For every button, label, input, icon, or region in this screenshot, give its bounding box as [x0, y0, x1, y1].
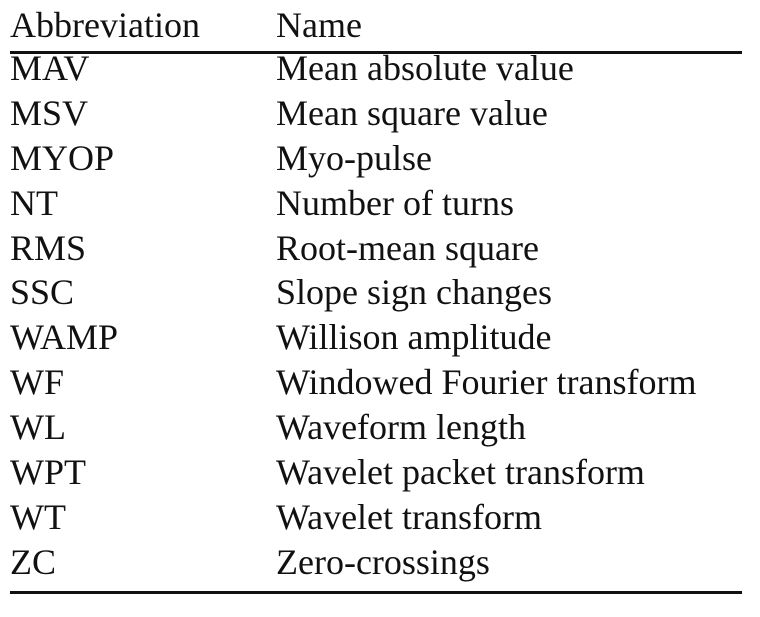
table-header-row: Abbreviation Name: [10, 0, 742, 50]
name-cell: Mean absolute value: [276, 48, 574, 88]
table-row: RMS Root-mean square: [10, 227, 742, 278]
table-row: SSC Slope sign changes: [10, 272, 742, 322]
abbreviation-cell: WT: [10, 496, 66, 537]
abbreviation-cell: WL: [10, 407, 66, 448]
name-cell: Number of turns: [276, 182, 514, 223]
abbreviation-cell: NT: [10, 182, 58, 223]
abbreviation-cell: SSC: [10, 272, 75, 313]
abbreviation-cell: WF: [10, 362, 64, 403]
abbreviation-cell: MSV: [10, 92, 89, 133]
name-cell: Windowed Fourier transform: [276, 362, 697, 403]
table-row: ZC Zero-crossings: [10, 541, 742, 592]
abbreviation-cell: WPT: [10, 452, 86, 493]
table-row: WF Windowed Fourier transform: [10, 362, 742, 412]
abbreviation-cell: MYOP: [10, 137, 115, 178]
header-name: Name: [276, 5, 362, 45]
name-cell: Slope sign changes: [276, 272, 552, 313]
name-cell: Wavelet transform: [276, 496, 542, 537]
table-row: WAMP Willison amplitude: [10, 317, 742, 367]
name-cell: Myo-pulse: [276, 137, 432, 178]
table-row: WPT Wavelet packet transform: [10, 452, 742, 502]
name-cell: Wavelet packet transform: [276, 452, 645, 493]
name-cell: Mean square value: [276, 92, 548, 133]
table-row: WL Waveform length: [10, 407, 742, 457]
header-rule: [10, 51, 742, 54]
table-row: MYOP Myo-pulse: [10, 137, 742, 188]
header-abbreviation: Abbreviation: [10, 5, 200, 45]
abbreviation-cell: RMS: [10, 227, 87, 268]
abbreviation-table: Abbreviation Name: [10, 0, 742, 50]
name-cell: Waveform length: [276, 407, 527, 448]
table-row: WT Wavelet transform: [10, 496, 742, 547]
table-body: MAV Mean absolute value MSV Mean square …: [10, 48, 742, 592]
name-cell: Willison amplitude: [276, 317, 552, 358]
table-row: MSV Mean square value: [10, 92, 742, 143]
name-cell: Root-mean square: [276, 227, 539, 268]
table-row: NT Number of turns: [10, 182, 742, 233]
abbreviation-cell: WAMP: [10, 317, 119, 358]
abbreviation-cell: ZC: [10, 541, 57, 582]
name-cell: Zero-crossings: [276, 541, 490, 582]
bottom-rule: [10, 591, 742, 594]
table-row: MAV Mean absolute value: [10, 48, 742, 98]
abbreviation-cell: MAV: [10, 48, 90, 88]
